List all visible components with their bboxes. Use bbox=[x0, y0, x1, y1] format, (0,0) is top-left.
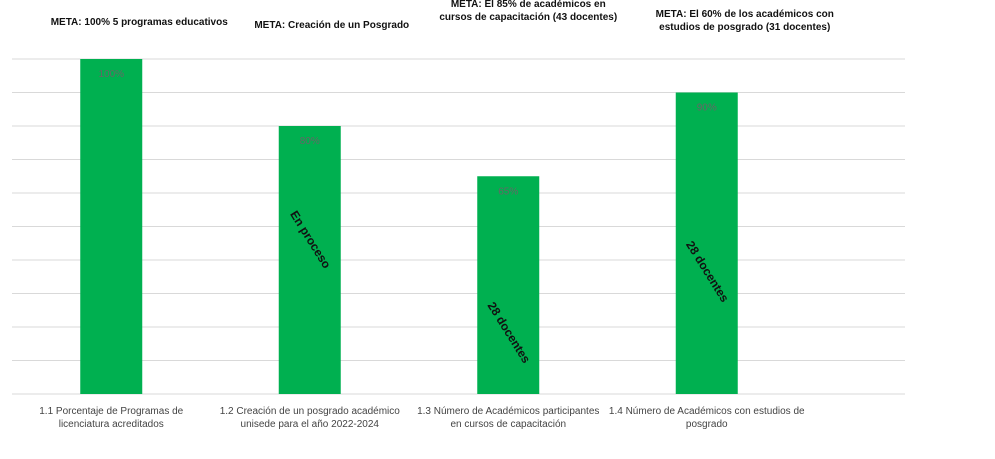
annotation: META: El 85% de académicos en cursos de … bbox=[439, 0, 618, 23]
bar bbox=[80, 59, 143, 394]
value-label: 100% bbox=[98, 69, 124, 80]
x-tick-label: 1.1 Porcentaje de Programas de licenciat… bbox=[39, 406, 184, 430]
value-label: 90% bbox=[697, 103, 717, 114]
value-label: 65% bbox=[498, 186, 518, 197]
x-tick-label: 1.4 Número de Académicos con estudios de… bbox=[608, 406, 805, 430]
x-tick-label: 1.3 Número de Académicos participantes e… bbox=[417, 406, 600, 430]
annotation: META: 100% 5 programas educativos bbox=[50, 17, 228, 28]
bar bbox=[477, 176, 540, 394]
bar bbox=[278, 126, 341, 394]
value-label: 80% bbox=[300, 136, 320, 147]
annotation: META: Creación de un Posgrado bbox=[254, 20, 410, 31]
x-tick-label: 1.2 Creación de un posgrado académico un… bbox=[219, 406, 400, 430]
annotation: META: El 60% de los académicos con estud… bbox=[655, 9, 834, 33]
bar bbox=[675, 92, 738, 394]
